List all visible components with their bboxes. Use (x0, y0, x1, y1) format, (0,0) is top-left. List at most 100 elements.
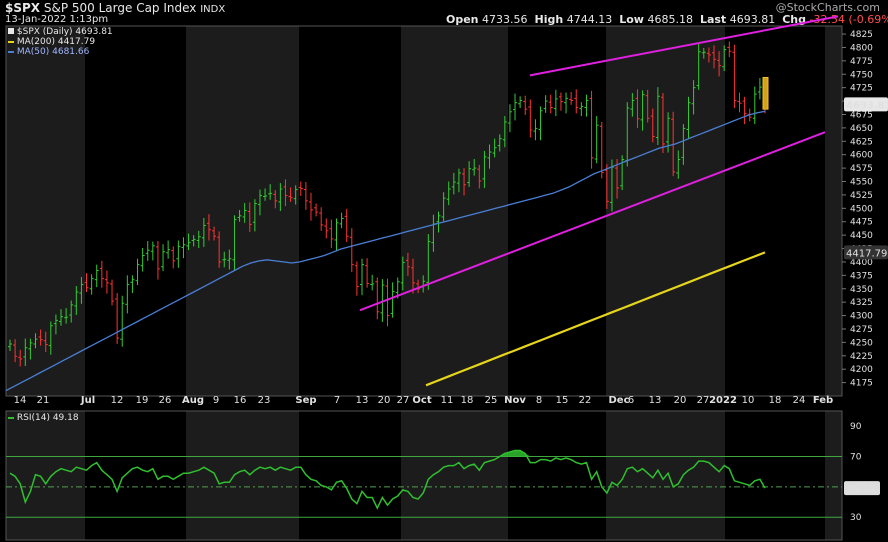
x-axis-tick-label: Sep (295, 395, 316, 406)
price-month-band (725, 26, 825, 396)
x-axis-tick-label: 23 (258, 395, 271, 406)
price-axis-tick-label: 4225 (850, 352, 873, 362)
x-axis-tick-label: 18 (769, 395, 782, 406)
rsi-value-tag-label: 49.18 (847, 484, 876, 495)
rsi-month-band (401, 411, 508, 540)
ma200-value-tag (844, 245, 888, 260)
x-axis-tick-label: Feb (813, 395, 833, 406)
ma50-legend-swatch (8, 50, 14, 53)
symbol-title: $SPX S&P 500 Large Cap Index INDX (5, 1, 225, 15)
x-axis-tick-label: 20 (378, 395, 391, 406)
rsi-month-band (825, 411, 842, 540)
price-month-band (606, 26, 725, 396)
ma200-value-tag-label: 4417.79 (846, 248, 887, 259)
ma200-legend-label: MA(200) 4417.79 (16, 37, 96, 47)
price-axis-tick-label: 4325 (850, 298, 873, 308)
price-axis-tick-label: 4650 (850, 124, 873, 134)
price-axis-tick-label: 4475 (850, 218, 873, 228)
price-axis-tick-label: 4675 (850, 110, 873, 120)
index-name: S&P 500 Large Cap Index (43, 1, 197, 15)
rsi-month-band (725, 411, 825, 540)
x-axis-tick-label: 20 (674, 395, 687, 406)
rsi-month-band (299, 411, 401, 540)
x-axis-tick-label: 21 (37, 395, 50, 406)
rsi-month-band (6, 411, 85, 540)
price-axis-tick-label: 4300 (850, 312, 873, 322)
legend-rsi: RSI(14) 49.18 (8, 413, 79, 423)
x-axis-tick-label: 6 (628, 395, 634, 406)
open-label: Open (446, 13, 479, 26)
x-axis-tick-label: 27 (397, 395, 410, 406)
high-value: 4744.13 (566, 13, 613, 26)
price-month-band (85, 26, 186, 396)
last-price-tag-label: 4693.81 (846, 100, 888, 111)
price-axis-tick-label: 4275 (850, 325, 873, 335)
rsi-value-tag (844, 481, 880, 496)
last-label: Last (699, 13, 727, 26)
price-axis-tick-label: 4800 (850, 43, 873, 53)
price-axis-tick-label: 4550 (850, 178, 873, 188)
x-axis-tick-label: 26 (159, 395, 172, 406)
price-axis-tick-label: 4400 (850, 258, 873, 268)
price-axis-tick-label: 4175 (850, 379, 873, 389)
x-axis-tick-label: 14 (14, 395, 27, 406)
x-axis-tick-label: Aug (182, 395, 204, 406)
rsi-axis-tick-label: 90 (850, 422, 862, 432)
x-axis-tick-label: 25 (485, 395, 498, 406)
high-label: High (534, 13, 564, 26)
rsi-panel-border (5, 410, 843, 541)
price-panel-border (5, 25, 843, 397)
x-axis-tick-label: 2022 (709, 395, 737, 406)
legend-price: $SPX (Daily) 4693.81 (8, 27, 113, 37)
rsi-legend-label: RSI(14) 49.18 (16, 413, 79, 423)
x-axis-tick-label: Dec (608, 395, 629, 406)
price-legend-swatch (8, 28, 14, 34)
price-axis-tick-label: 4525 (850, 191, 873, 201)
legend-ma50: MA(50) 4681.66 (8, 47, 89, 57)
x-axis-tick-label: 18 (461, 395, 474, 406)
x-axis-tick-label: 16 (234, 395, 247, 406)
x-axis-tick-label: 27 (697, 395, 710, 406)
x-axis-tick-label: 22 (579, 395, 592, 406)
price-month-band (186, 26, 299, 396)
price-axis-tick-label: 4725 (850, 84, 873, 94)
low-label: Low (619, 13, 644, 26)
ma200-line (425, 251, 766, 387)
exchange: INDX (200, 4, 226, 15)
x-axis-tick-label: 13 (356, 395, 369, 406)
x-axis-tick-label: Oct (412, 395, 431, 406)
price-month-band (825, 26, 842, 396)
x-axis-tick-label: 13 (649, 395, 662, 406)
ohlc-readout: Open 4733.56 High 4744.13 Low 4685.18 La… (446, 13, 888, 26)
price-axis-tick-label: 4250 (850, 338, 873, 348)
symbol: $SPX (5, 1, 41, 15)
x-axis-tick-label: 19 (136, 395, 149, 406)
price-axis-tick-label: 4575 (850, 164, 873, 174)
x-axis-tick-label: 9 (213, 395, 219, 406)
last-price-tag (844, 97, 888, 112)
rsi-month-band (85, 411, 186, 540)
price-axis-tick-label: 4200 (850, 365, 873, 375)
price-axis-tick-label: 4750 (850, 70, 873, 80)
lower-trendline (359, 131, 826, 312)
rsi-legend-swatch (8, 416, 14, 419)
price-month-band (401, 26, 508, 396)
x-axis-tick-label: 11 (441, 395, 454, 406)
last-bar-highlight (762, 76, 769, 110)
price-axis-tick-label: 4500 (850, 204, 873, 214)
x-axis-tick-label: Jul (80, 395, 95, 406)
rsi-line (9, 449, 766, 510)
chart-datetime: 13-Jan-2022 1:13pm (5, 14, 109, 25)
price-axis-tick-label: 4825 (850, 30, 873, 40)
last-value: 4693.81 (729, 13, 776, 26)
price-axis-tick-label: 4775 (850, 57, 873, 67)
x-axis-tick-label: 10 (742, 395, 755, 406)
legend-ma200: MA(200) 4417.79 (8, 37, 95, 47)
rsi-axis-tick-label: 70 (850, 453, 862, 463)
ma50-line (5, 110, 766, 392)
x-axis-tick-label: 8 (536, 395, 542, 406)
price-month-band (299, 26, 401, 396)
ma200-legend-swatch (8, 40, 14, 43)
low-value: 4685.18 (647, 13, 693, 26)
